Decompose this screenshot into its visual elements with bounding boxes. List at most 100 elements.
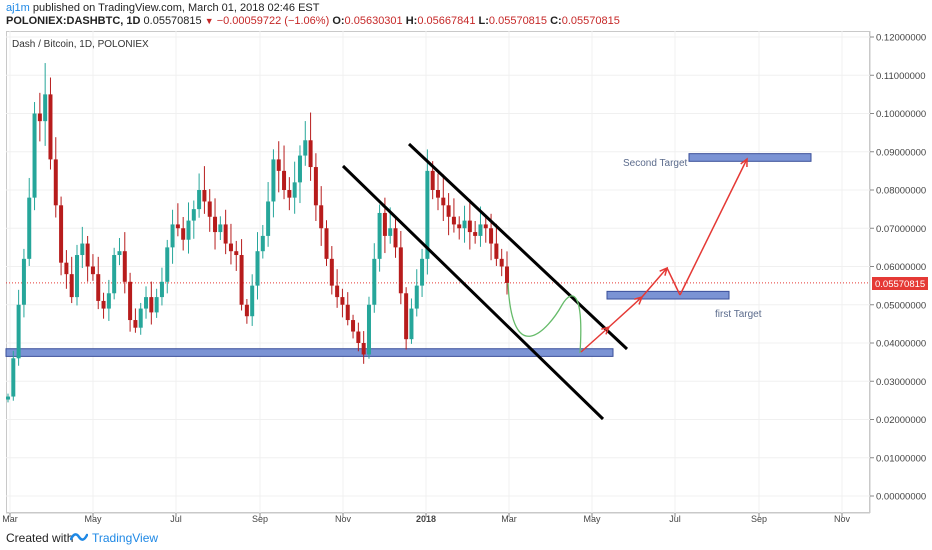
publish-line: aj1m published on TradingView.com, March… — [6, 2, 320, 14]
candle-body — [388, 228, 393, 236]
candle-body — [90, 266, 95, 275]
candle-body — [313, 167, 318, 206]
candle-body — [133, 320, 138, 328]
price-tick-label: 0.06000000 — [876, 262, 926, 273]
candle-body — [43, 94, 48, 122]
close-label: C: — [550, 15, 562, 27]
candle-body — [366, 304, 371, 355]
time-tick-label: 2018 — [416, 514, 436, 524]
time-tick-label: Jul — [669, 514, 681, 524]
candle-body — [48, 94, 53, 160]
price-tick-label: 0.10000000 — [876, 109, 926, 120]
candle-body — [165, 247, 170, 282]
symbol-label: POLONIEX:DASHBTC, 1D — [6, 15, 141, 27]
candle-body — [404, 293, 409, 340]
tradingview-brand[interactable]: TradingView — [92, 531, 159, 545]
candle-body — [393, 228, 398, 248]
candle-body — [255, 251, 260, 286]
projection-pullback — [666, 267, 681, 296]
candle-body — [377, 212, 382, 259]
candle-body — [117, 251, 122, 256]
price-change: −0.00059722 (−1.06%) — [216, 15, 330, 27]
publish-info: published on TradingView.com, March 01, … — [32, 2, 320, 14]
candle-body — [483, 224, 488, 229]
price-tick-label: 0.04000000 — [876, 339, 926, 350]
price-tick-label: 0.09000000 — [876, 147, 926, 158]
header-bar: aj1m published on TradingView.com, March… — [0, 0, 932, 30]
candle-body — [308, 140, 313, 168]
candle-body — [37, 113, 42, 122]
candle-body — [430, 170, 435, 190]
time-tick-label: Mar — [2, 514, 18, 524]
candle-body — [239, 255, 244, 305]
candle-body — [186, 220, 191, 240]
price-tick-label: 0.11000000 — [876, 71, 926, 82]
time-tick-label: May — [583, 514, 601, 524]
candle-body — [6, 396, 10, 400]
time-axis-ticks: Mar May Jul Sep Nov 2018 Mar May Jul Sep Nov — [2, 513, 850, 524]
low-value: 0.05570815 — [488, 15, 548, 27]
candle-body — [356, 331, 361, 343]
candle-body — [191, 209, 196, 221]
candle-body — [170, 224, 175, 248]
candle-body — [181, 228, 186, 240]
candle-body — [409, 308, 414, 340]
last-price-tag: 0.05570815 — [872, 277, 928, 290]
candle-body — [435, 190, 440, 198]
candle-body — [138, 308, 143, 328]
ohlc-line: POLONIEX:DASHBTC, 1D 0.05570815 ▼ −0.000… — [6, 15, 620, 27]
candle-body — [499, 258, 504, 267]
candle-body — [494, 243, 499, 259]
projection-arrow-2 — [608, 296, 643, 328]
candle-body — [372, 258, 377, 305]
price-tick-label: 0.08000000 — [876, 186, 926, 197]
price-axis-ticks: 0.12000000 0.11000000 0.10000000 0.09000000… — [870, 33, 926, 503]
open-label: O: — [332, 15, 345, 27]
candle-body — [478, 224, 483, 236]
author-link[interactable]: aj1m — [6, 2, 30, 14]
candle-body — [351, 320, 356, 332]
projection-arrow-4-head — [740, 157, 748, 168]
descending-channel[interactable] — [341, 142, 629, 421]
last-price: 0.05570815 — [143, 15, 202, 27]
time-tick-label: Mar — [501, 514, 517, 524]
candle-body — [441, 197, 446, 206]
candle-body — [324, 228, 329, 259]
price-chart[interactable]: 0.12000000 0.11000000 0.10000000 0.09000000… — [0, 0, 932, 526]
candle-body — [467, 220, 472, 233]
candle-body — [207, 201, 212, 217]
candle-body — [80, 243, 85, 256]
price-tick-label: 0.03000000 — [876, 377, 926, 388]
created-with-label: Created with — [6, 531, 74, 545]
close-value: 0.05570815 — [561, 15, 620, 27]
footer: Created with TradingView — [0, 526, 932, 550]
candle-body — [457, 224, 462, 229]
candle-body — [202, 190, 207, 202]
candle-body — [122, 251, 127, 282]
candle-body — [473, 232, 478, 236]
candle-body — [21, 258, 26, 305]
candle-body — [85, 243, 90, 267]
projection-arrow-1 — [580, 326, 610, 353]
projection-path — [507, 157, 748, 354]
candle-body — [101, 300, 106, 309]
candle-body — [218, 224, 223, 233]
candle-body — [159, 281, 164, 298]
candle-body — [69, 274, 74, 298]
candle-body — [96, 274, 101, 301]
candle-body — [292, 182, 297, 198]
candle-body — [154, 297, 159, 313]
candle-body — [271, 159, 276, 202]
candle-body — [234, 251, 239, 256]
candle-body — [329, 258, 334, 286]
tradingview-logo-icon[interactable] — [70, 529, 88, 545]
candle-body — [228, 243, 233, 252]
price-tick-label: 0.05000000 — [876, 300, 926, 311]
projection-arrow-3 — [641, 267, 668, 298]
down-triangle-icon: ▼ — [204, 16, 214, 26]
price-tick-label: 0.12000000 — [876, 33, 926, 44]
candle-body — [32, 113, 37, 198]
candle-body — [287, 190, 292, 198]
support-zone — [5, 348, 614, 357]
candle-body — [59, 205, 64, 263]
